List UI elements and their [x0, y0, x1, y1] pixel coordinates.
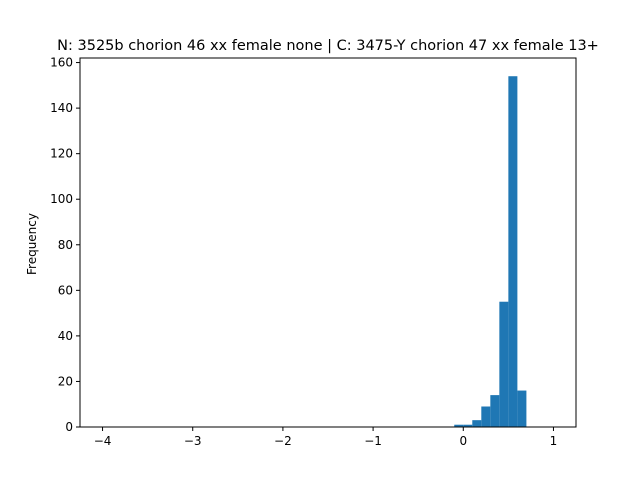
histogram-bar [454, 424, 464, 427]
x-axis-ticks: −4 −3 −2 −1 0 1 [94, 427, 558, 448]
y-tick-label: 60 [58, 283, 73, 297]
bars-group [454, 76, 527, 427]
y-axis-label: Frequency [25, 213, 39, 275]
x-tick-label: −3 [184, 434, 202, 448]
histogram-bar [472, 420, 482, 427]
y-tick-label: 100 [50, 192, 73, 206]
y-tick-label: 140 [50, 101, 73, 115]
x-tick-label: −4 [94, 434, 112, 448]
chart-title: N: 3525b chorion 46 xx female none | C: … [57, 38, 599, 54]
x-tick-label: −2 [274, 434, 292, 448]
y-tick-label: 160 [50, 56, 73, 70]
histogram-bar [481, 406, 491, 427]
x-tick-label: −1 [364, 434, 382, 448]
histogram-bar [463, 424, 473, 427]
y-tick-label: 40 [58, 329, 73, 343]
y-tick-label: 0 [65, 420, 73, 434]
y-tick-label: 120 [50, 147, 73, 161]
y-tick-label: 20 [58, 374, 73, 388]
x-tick-label: 1 [550, 434, 558, 448]
histogram-bar [490, 395, 500, 427]
x-tick-label: 0 [459, 434, 467, 448]
histogram-bar [517, 390, 527, 427]
y-tick-label: 80 [58, 238, 73, 252]
histogram-bar [499, 301, 509, 427]
plot-frame [79, 57, 577, 428]
y-axis-ticks: 0 20 40 60 80 100 120 140 160 [50, 56, 80, 434]
histogram-bar [508, 76, 518, 427]
